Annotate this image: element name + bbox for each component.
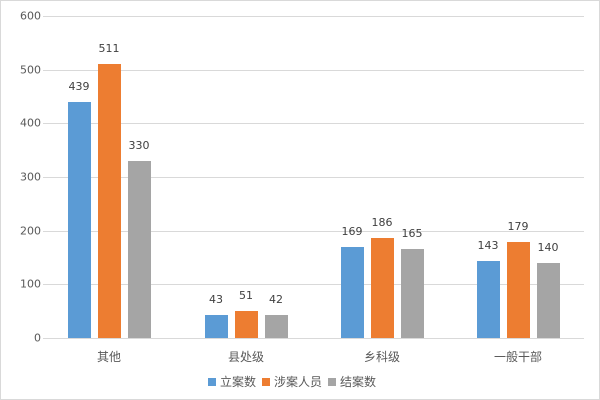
legend-label: 立案数: [220, 375, 257, 389]
plot-area: 439 43 169 143 511 51 186 179 330 42 165 140: [43, 16, 584, 339]
y-tick-200: 200: [20, 224, 41, 238]
bar-2-2: [400, 249, 424, 338]
y-tick-300: 300: [20, 170, 41, 184]
data-label: 439: [68, 80, 90, 93]
y-tick-100: 100: [20, 277, 41, 291]
bar-1-1: [234, 311, 258, 338]
bar-0-0: [67, 102, 91, 338]
legend-swatch-gray-icon: [328, 377, 337, 386]
bar-2-0: [127, 161, 151, 338]
gridline-500: [43, 70, 584, 71]
data-label: 511: [98, 42, 120, 55]
legend-label: 结案数: [340, 375, 377, 389]
bar-2-1: [264, 315, 288, 338]
bar-0-1: [204, 315, 228, 338]
legend-label: 涉案人员: [274, 375, 323, 389]
x-label-general: 一般干部: [493, 350, 542, 364]
y-tick-0: 0: [34, 331, 41, 345]
data-label: 43: [209, 293, 223, 306]
y-tick-400: 400: [20, 116, 41, 130]
x-axis-line: [43, 338, 584, 339]
bar-1-2: [370, 238, 394, 338]
legend-item-closed[interactable]: 结案数: [328, 373, 376, 390]
y-tick-600: 600: [20, 9, 41, 23]
data-label: 179: [507, 220, 529, 233]
gridline-200: [43, 231, 584, 232]
data-label: 51: [239, 289, 253, 302]
data-label: 330: [128, 139, 150, 152]
legend-item-persons[interactable]: 涉案人员: [262, 373, 322, 390]
x-label-county: 县处级: [227, 350, 264, 364]
data-label: 143: [477, 239, 499, 252]
x-label-township: 乡科级: [363, 350, 400, 364]
bar-1-3: [506, 242, 530, 338]
legend: 立案数 涉案人员 结案数: [208, 373, 382, 390]
y-tick-500: 500: [20, 63, 41, 77]
bar-0-2: [340, 247, 364, 338]
data-label: 169: [341, 225, 363, 238]
bar-2-3: [536, 263, 560, 338]
gridline-100: [43, 284, 584, 285]
gridline-600: [43, 16, 584, 17]
bar-1-0: [97, 64, 121, 338]
data-label: 42: [269, 293, 283, 306]
gridline-400: [43, 123, 584, 124]
gridline-300: [43, 177, 584, 178]
legend-item-cases[interactable]: 立案数: [208, 373, 256, 390]
data-label: 165: [401, 227, 423, 240]
bar-0-3: [476, 261, 500, 338]
x-label-other: 其他: [96, 350, 121, 364]
data-label: 140: [537, 241, 559, 254]
legend-swatch-orange-icon: [262, 377, 271, 386]
legend-swatch-blue-icon: [208, 377, 216, 386]
data-label: 186: [371, 216, 393, 229]
